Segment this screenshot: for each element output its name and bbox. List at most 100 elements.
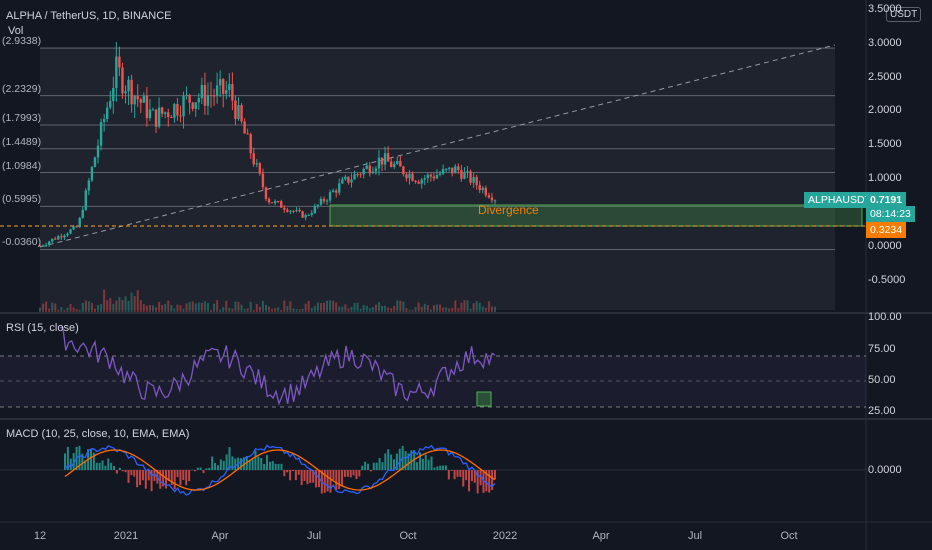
volume-bar <box>106 300 109 312</box>
volume-bar <box>451 307 454 312</box>
macd-hist-bar <box>271 461 274 470</box>
divergence-annotation[interactable]: Divergence <box>478 203 539 217</box>
volume-bar <box>350 307 353 312</box>
volume-bar <box>115 300 118 312</box>
macd-title[interactable]: MACD (10, 25, close, 10, EMA, EMA) <box>6 428 190 440</box>
rsi-highlight-box[interactable] <box>476 391 492 407</box>
candle-body <box>267 199 271 203</box>
macd-hist-bar <box>121 470 124 472</box>
candle-body <box>460 170 463 179</box>
volume-bar <box>371 307 374 312</box>
support-zone[interactable] <box>329 204 863 227</box>
volume-bar <box>268 306 271 312</box>
macd-hist-bar <box>173 470 176 490</box>
rsi-title[interactable]: RSI (15, close) <box>6 322 79 334</box>
macd-hist-bar <box>410 450 413 470</box>
volume-bar <box>188 302 191 312</box>
macd-hist-bar <box>222 460 225 470</box>
macd-line <box>64 444 496 496</box>
volume-bar <box>176 304 179 312</box>
volume-bar <box>249 301 252 312</box>
price-tick-label: 1.5000 <box>868 138 902 151</box>
candle-body <box>447 167 451 169</box>
macd-hist-bar <box>225 454 228 470</box>
macd-hist-bar <box>494 470 496 479</box>
macd-hist-bar <box>387 449 390 470</box>
volume-bar <box>274 308 277 312</box>
candle-body <box>484 187 488 196</box>
volume-bar <box>316 302 319 312</box>
macd-hist-bar <box>361 465 364 470</box>
candle-body <box>289 210 292 212</box>
volume-bar <box>402 301 405 312</box>
macd-hist-bar <box>456 470 459 477</box>
volume-bar <box>387 307 390 312</box>
macd-hist-bar <box>211 456 214 470</box>
candle-body <box>319 198 323 205</box>
candle-body <box>121 67 124 94</box>
macd-hist-bar <box>332 470 335 481</box>
candle-body <box>481 187 484 191</box>
candle-body <box>188 94 191 103</box>
candle-body <box>347 176 350 183</box>
candle-body <box>81 209 84 218</box>
candle-body <box>151 109 155 111</box>
volume-bar <box>228 307 231 312</box>
candle-body <box>182 95 185 117</box>
candle-body <box>286 209 289 212</box>
volume-bar <box>246 308 249 312</box>
candle-body <box>432 176 436 179</box>
candle-body <box>490 197 494 201</box>
candle-body <box>472 176 475 183</box>
candle-body <box>194 102 197 109</box>
volume-bar <box>158 301 161 312</box>
volume-bar <box>222 307 225 312</box>
volume-bar <box>377 302 380 312</box>
fib-lines <box>40 47 835 250</box>
volume-bar <box>457 308 460 312</box>
volume-bar <box>127 300 130 312</box>
volume-bar <box>219 309 222 312</box>
volume-bar <box>332 300 335 312</box>
candle-body <box>325 200 329 202</box>
symbol-title[interactable]: ALPHA / TetherUS, 1D, BINANCE <box>6 10 172 22</box>
fib-level-label: (1.0984) <box>2 159 42 172</box>
last-price-tag: 0.7191 <box>866 192 907 208</box>
candle-body <box>47 241 51 245</box>
volume-bar <box>63 309 66 312</box>
macd-hist-bar <box>303 470 306 481</box>
candle-body <box>176 104 179 116</box>
candle-body <box>225 90 228 94</box>
macd-hist-bar <box>439 465 442 470</box>
candle-body <box>451 167 454 174</box>
time-tick-label: Jul <box>687 530 703 542</box>
volume-bar <box>75 309 78 312</box>
volume-bar <box>167 300 170 312</box>
volume-bar <box>429 309 432 312</box>
volume-bar <box>78 309 81 312</box>
candle-body <box>298 210 301 212</box>
macd-hist-bar <box>364 461 367 470</box>
volume-bar <box>234 301 237 312</box>
fib-retracement-box[interactable] <box>40 47 835 310</box>
candle-body <box>273 201 277 203</box>
currency-button[interactable]: USDT <box>886 7 922 22</box>
volume-bar <box>399 300 402 312</box>
volume-bar <box>432 305 435 312</box>
macd-hist-bar <box>372 462 375 470</box>
trend-line[interactable] <box>39 44 836 248</box>
candle-body <box>115 56 118 89</box>
candle-body <box>84 190 88 210</box>
volume-bar <box>255 303 258 312</box>
volume-bar <box>161 304 164 312</box>
time-tick-label: 2021 <box>113 530 139 542</box>
macd-hist-bar <box>182 470 185 481</box>
macd-hist-bar <box>375 462 378 470</box>
macd-hist-bar <box>335 470 338 490</box>
volume-bar <box>200 302 203 312</box>
volume-bar <box>90 302 93 312</box>
volume-bar <box>423 303 426 312</box>
macd-hist-bar <box>167 470 170 482</box>
macd-hist-bar <box>442 465 445 470</box>
